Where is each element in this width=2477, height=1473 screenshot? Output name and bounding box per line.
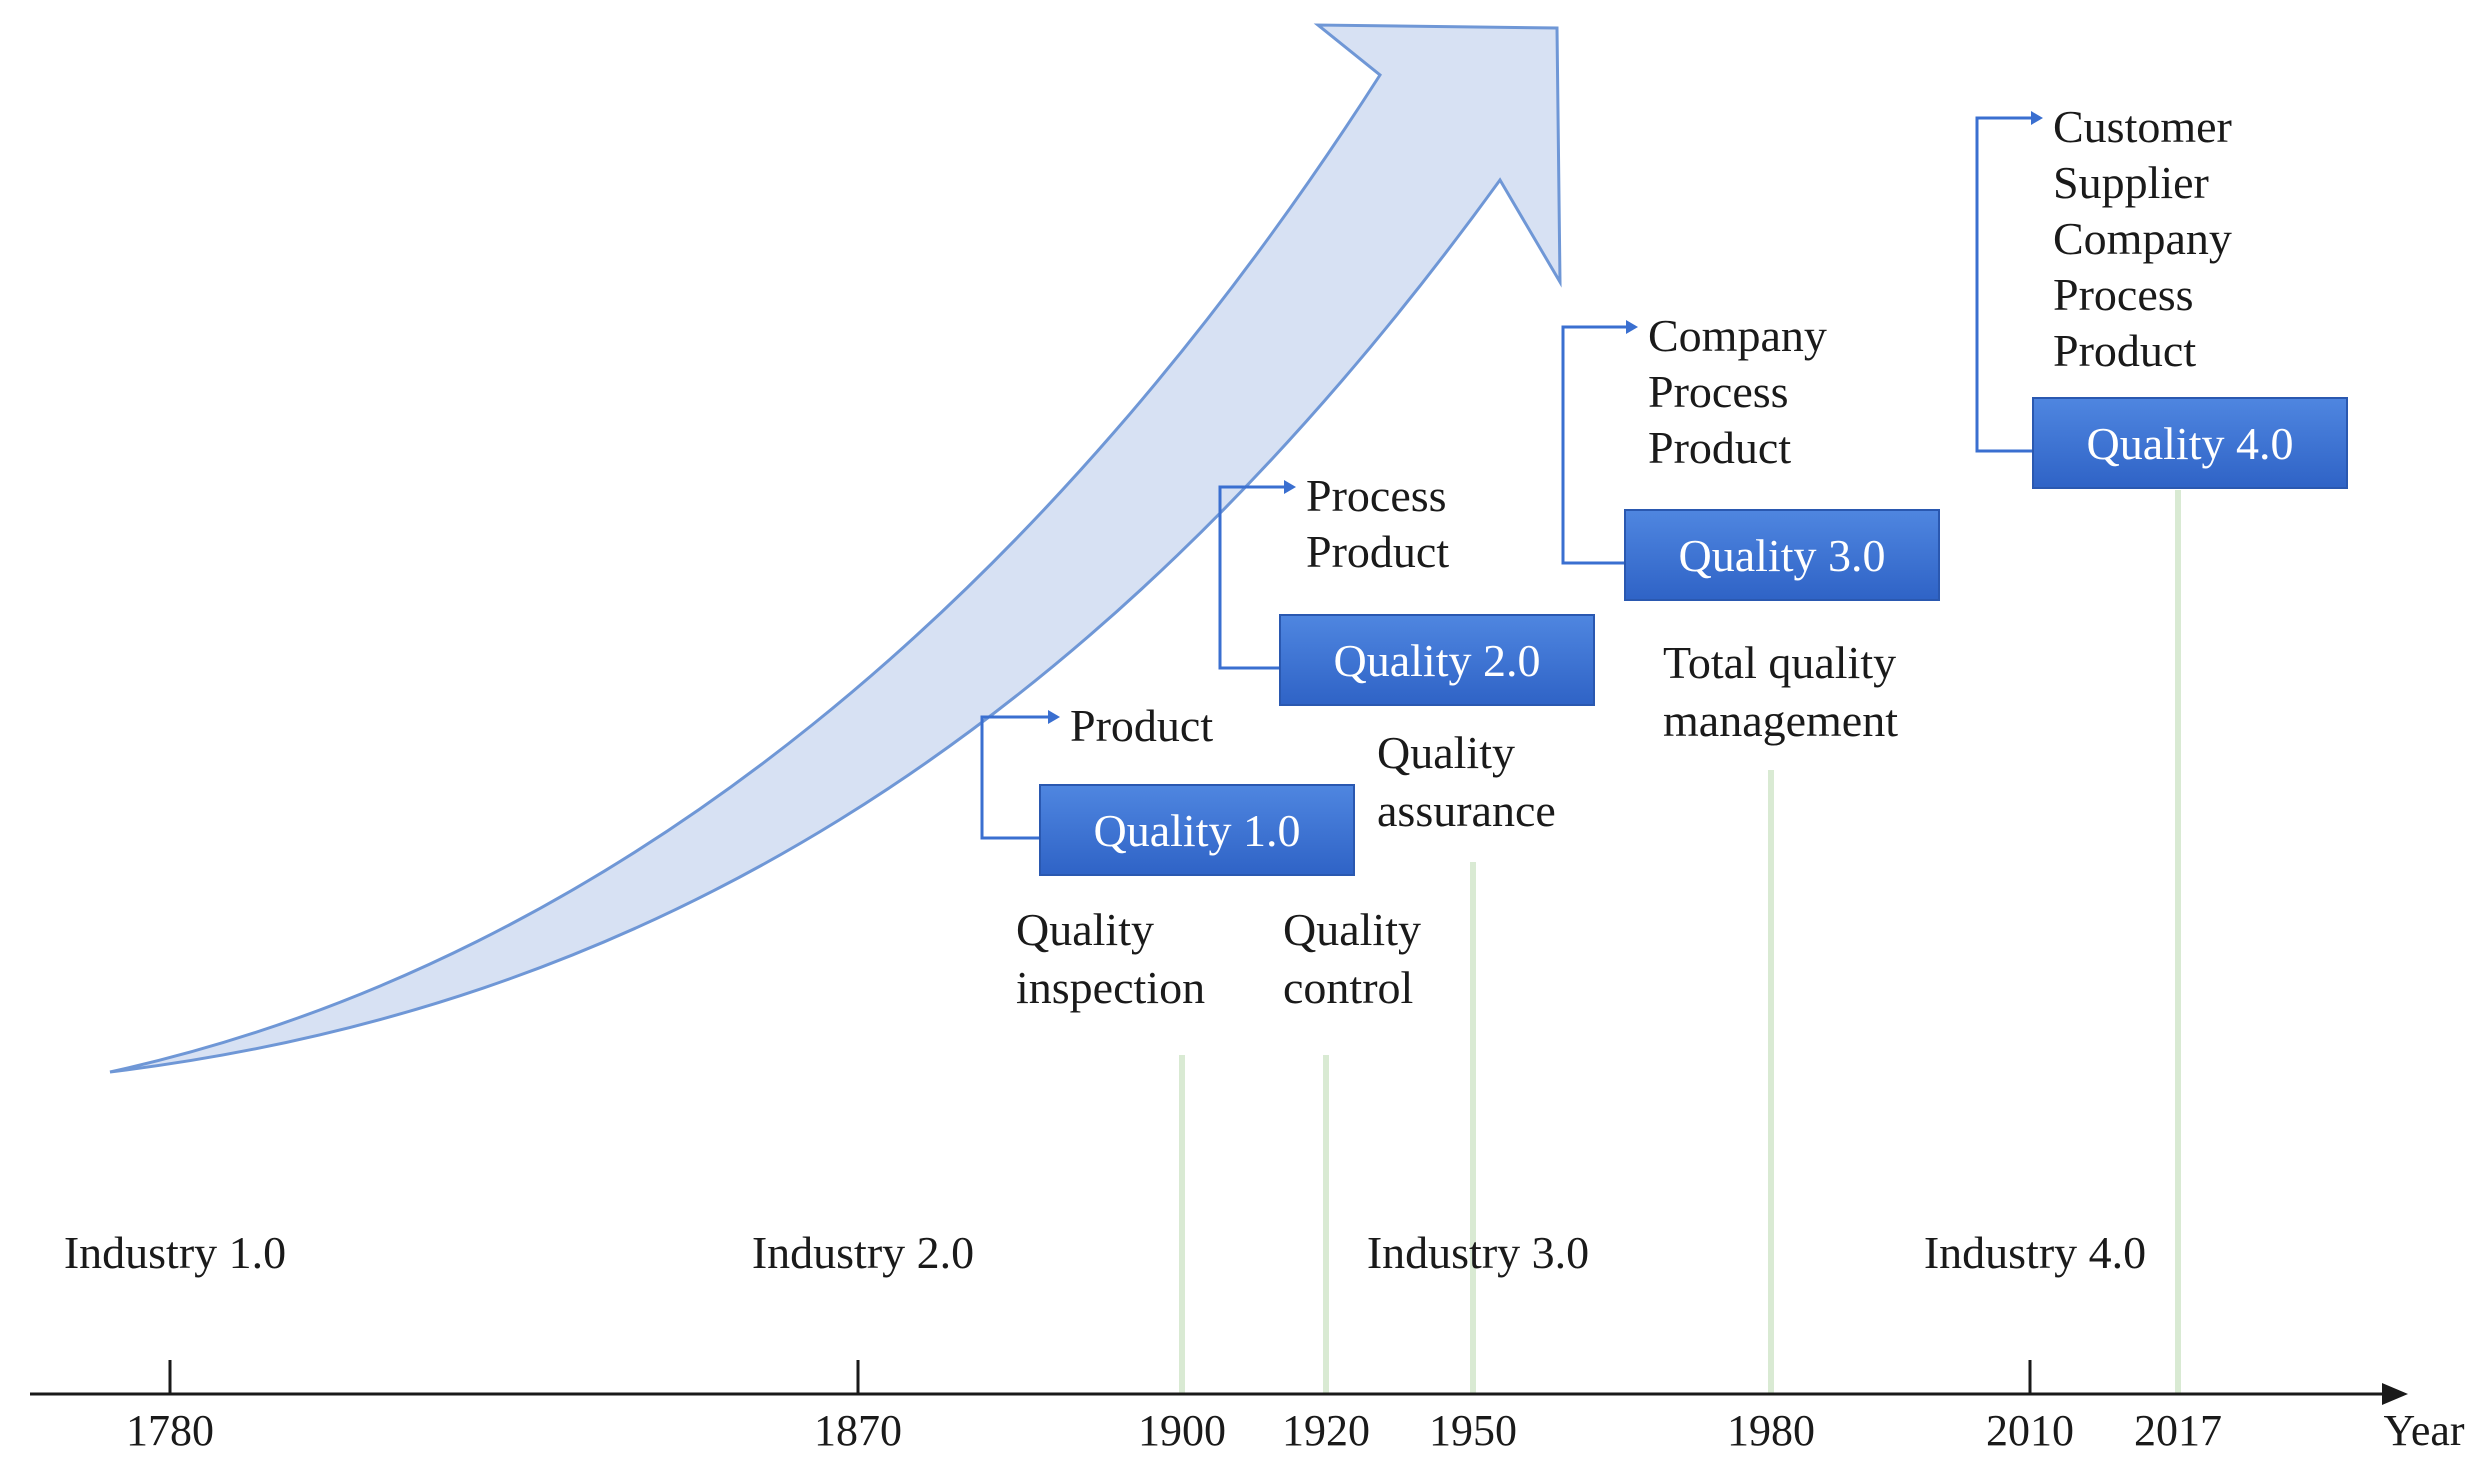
quality-focus-item: Process xyxy=(2053,269,2194,320)
quality-box xyxy=(1039,784,1355,876)
industry-label: Industry 3.0 xyxy=(1367,1227,1589,1278)
era-description-line: Quality xyxy=(1377,727,1515,778)
era-description-line: assurance xyxy=(1377,785,1556,836)
quality-focus-item: Process xyxy=(1306,470,1447,521)
quality-box-label: Quality 4.0 xyxy=(2087,418,2294,469)
era-description: Total quality management xyxy=(1663,637,1898,746)
timeline-axis xyxy=(30,1383,2408,1405)
era-description-line: control xyxy=(1283,962,1413,1013)
quality-box xyxy=(1279,614,1595,706)
quality-focus-item: Customer xyxy=(2053,101,2232,152)
era-description-line: Quality xyxy=(1283,904,1421,955)
connector-arrowhead xyxy=(2031,111,2043,125)
quality-focus-list: Product xyxy=(1070,700,1213,751)
axis-tick-label: 1980 xyxy=(1727,1406,1815,1455)
era-description: Quality assurance xyxy=(1377,727,1556,836)
quality-focus-item: Supplier xyxy=(2053,157,2209,208)
era-description: Quality control xyxy=(1283,904,1421,1013)
quality-focus-item: Product xyxy=(1306,526,1449,577)
quality-focus-item: Product xyxy=(1070,700,1213,751)
connector-arrowhead xyxy=(1284,480,1296,494)
connector-line xyxy=(980,715,1048,840)
connector-line xyxy=(1218,485,1284,670)
connector-arrowhead xyxy=(1626,320,1638,334)
axis-tick-label: 1920 xyxy=(1282,1406,1370,1455)
quality-box-label: Quality 3.0 xyxy=(1679,530,1886,581)
quality-focus-item: Product xyxy=(2053,325,2196,376)
axis-label-year: Year xyxy=(2383,1406,2464,1455)
era-description-line: Total quality xyxy=(1663,637,1896,688)
era-description-line: management xyxy=(1663,695,1898,746)
industry-label: Industry 4.0 xyxy=(1924,1227,2146,1278)
era-description-line: inspection xyxy=(1016,962,1205,1013)
quality-group: Company Process Product Quality 3.0 xyxy=(1561,310,1940,601)
growth-arrow xyxy=(109,23,1562,1074)
quality-focus-item: Process xyxy=(1648,366,1789,417)
connector-line xyxy=(1561,325,1626,565)
axis-tick-label: 1780 xyxy=(126,1406,214,1455)
quality-group: Process Product Quality 2.0 xyxy=(1218,470,1595,706)
era-description-line: Quality xyxy=(1016,904,1154,955)
quality-focus-list: Customer Supplier Company Process Product xyxy=(2053,101,2232,376)
quality-box-label: Quality 2.0 xyxy=(1334,635,1541,686)
era-description: Quality inspection xyxy=(1016,904,1205,1013)
quality-focus-list: Company Process Product xyxy=(1648,310,1827,473)
quality-group: Customer Supplier Company Process Product Qua… xyxy=(1975,101,2348,489)
axis-tick-label: 1900 xyxy=(1138,1406,1226,1455)
quality-focus-item: Company xyxy=(1648,310,1827,361)
industry-label: Industry 2.0 xyxy=(752,1227,974,1278)
quality-focus-item: Company xyxy=(2053,213,2232,264)
axis-tick-label: 2010 xyxy=(1986,1406,2074,1455)
industry-label: Industry 1.0 xyxy=(64,1227,286,1278)
axis-tick-label: 1870 xyxy=(814,1406,902,1455)
axis-tick-label: 2017 xyxy=(2134,1406,2222,1455)
connector-arrowhead xyxy=(1048,710,1060,724)
quality-box xyxy=(2032,397,2348,489)
quality-box xyxy=(1624,509,1940,601)
quality-focus-item: Product xyxy=(1648,422,1791,473)
connector-line xyxy=(1975,116,2033,453)
axis-tick-label: 1950 xyxy=(1429,1406,1517,1455)
quality-box-label: Quality 1.0 xyxy=(1094,805,1301,856)
quality-focus-list: Process Product xyxy=(1306,470,1449,577)
quality-group: Product Quality 1.0 xyxy=(980,700,1355,876)
